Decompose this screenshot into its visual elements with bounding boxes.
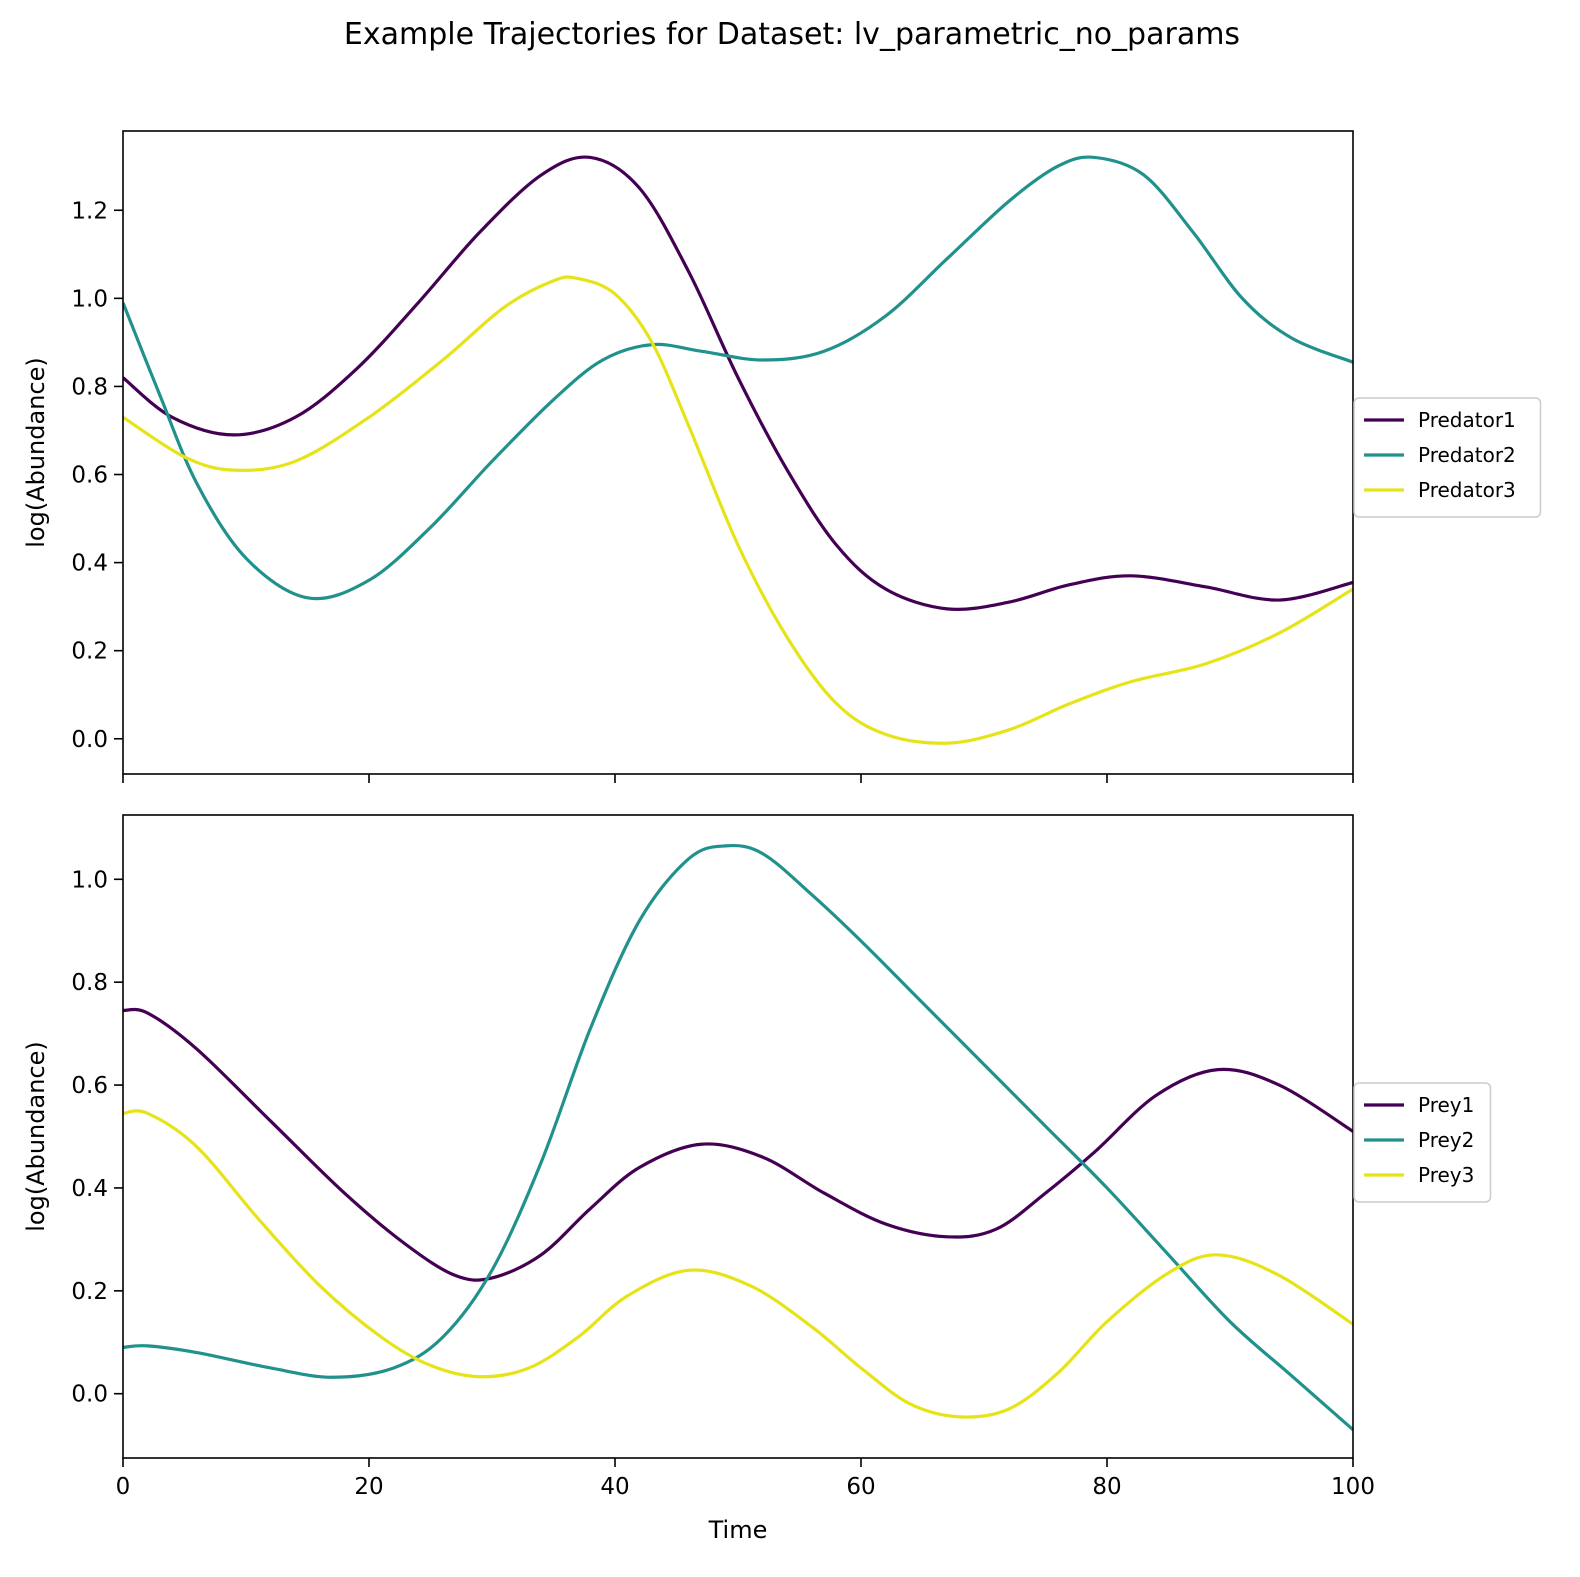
y-tick-label: 1.0 <box>71 286 108 312</box>
series-line-prey2 <box>123 843 1353 1431</box>
y-tick-label: 0.2 <box>71 639 108 665</box>
y-tick-label: 0.8 <box>71 374 108 400</box>
y-tick-label: 0.8 <box>71 970 108 996</box>
legend-label-prey1: Prey1 <box>1418 1093 1474 1117</box>
x-tick-label: 60 <box>846 1474 875 1500</box>
y-tick-label: 0.4 <box>71 551 108 577</box>
y-tick-label: 1.0 <box>71 867 108 893</box>
legend-label-prey3: Prey3 <box>1418 1163 1474 1187</box>
y-tick-label: 0.6 <box>71 1073 108 1099</box>
legend-label-predator3: Predator3 <box>1418 478 1516 502</box>
x-tick-label: 80 <box>1092 1474 1121 1500</box>
axes-frame <box>122 814 1354 1459</box>
y-tick-label: 1.2 <box>71 198 108 224</box>
y-axis-label: log(Abundance) <box>22 357 50 548</box>
x-tick-label: 20 <box>354 1474 383 1500</box>
series-lines <box>123 155 1353 745</box>
panel-1: 0.0 0.2 0.4 0.6 0.8 1.0 1.2 log(Abundance) Preda… <box>22 130 1542 783</box>
x-tick-label: 40 <box>600 1474 629 1500</box>
y-tick-label: 0.2 <box>71 1279 108 1305</box>
series-line-predator1 <box>123 155 1353 611</box>
panel-2: 0 20 40 60 80 100 0.0 0.2 0.4 0.6 0.8 1.0 log(Abunda… <box>22 814 1492 1544</box>
legend-label-prey2: Prey2 <box>1418 1128 1474 1152</box>
y-tick-label: 0.0 <box>71 1382 108 1408</box>
legend-box <box>1353 397 1542 518</box>
axes-frame <box>122 130 1354 775</box>
series-line-prey1 <box>123 1007 1353 1282</box>
legend: Prey1 Prey2 Prey3 <box>1353 1082 1492 1203</box>
series-line-predator3 <box>123 275 1353 745</box>
y-axis-label: log(Abundance) <box>22 1041 50 1232</box>
x-axis-label: Time <box>708 1516 768 1544</box>
series-line-prey3 <box>123 1109 1353 1419</box>
legend-label-predator1: Predator1 <box>1418 408 1516 432</box>
legend-box <box>1353 1082 1492 1203</box>
panels: 0.0 0.2 0.4 0.6 0.8 1.0 1.2 log(Abundance) Preda… <box>22 130 1542 1544</box>
y-tick-label: 0.4 <box>71 1176 108 1202</box>
x-tick-label: 100 <box>1331 1474 1375 1500</box>
series-line-predator2 <box>123 155 1353 601</box>
legend: Predator1 Predator2 Predator3 <box>1353 397 1542 518</box>
legend-label-predator2: Predator2 <box>1418 443 1516 467</box>
series-lines <box>123 843 1353 1431</box>
figure-title: Example Trajectories for Dataset: lv_par… <box>344 17 1240 52</box>
y-tick-label: 0.6 <box>71 463 108 489</box>
y-tick-label: 0.0 <box>71 727 108 753</box>
x-tick-label: 0 <box>116 1474 131 1500</box>
